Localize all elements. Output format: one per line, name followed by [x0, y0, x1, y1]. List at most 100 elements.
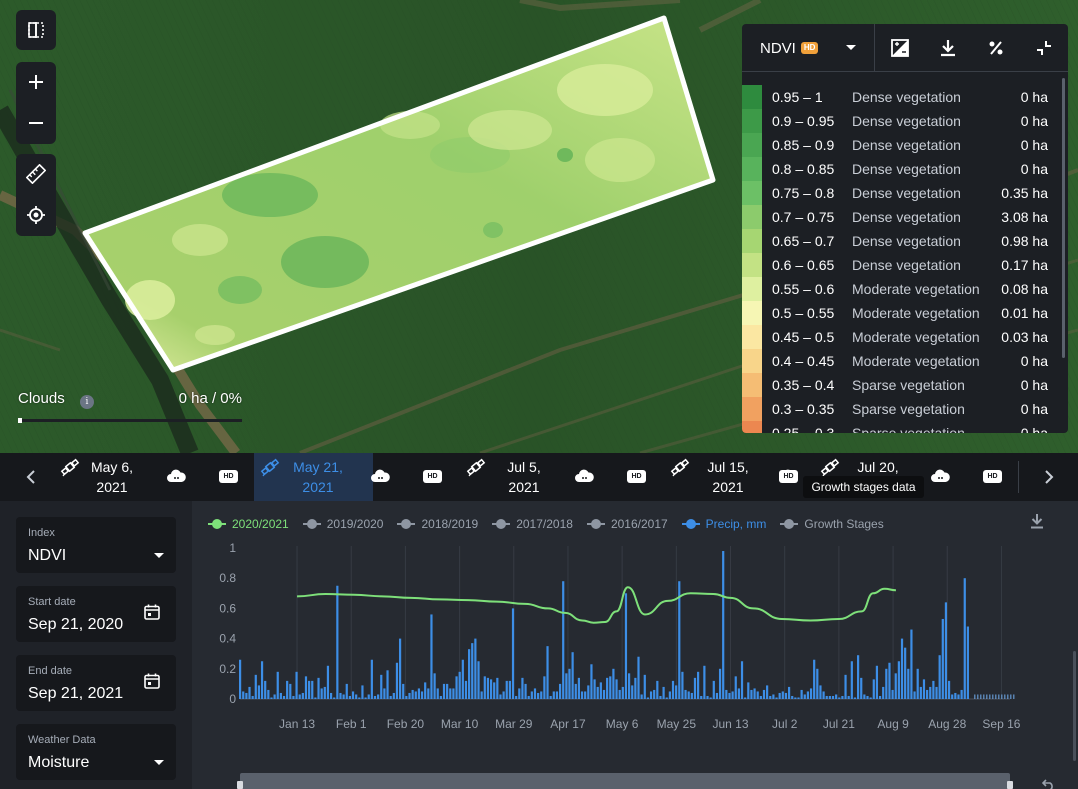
hd-toggle[interactable]: HD	[219, 470, 238, 483]
precip-bar	[725, 689, 728, 699]
calendar-icon[interactable]	[144, 604, 160, 620]
legend-marker-icon	[302, 519, 321, 529]
end-date-field[interactable]: End date Sep 21, 2021	[16, 655, 176, 711]
forecast-bar	[980, 694, 982, 699]
reset-zoom-button[interactable]	[1041, 777, 1056, 789]
legend-range: 0.45 – 0.5	[772, 329, 835, 345]
date-item[interactable]: May 21, 2021	[254, 453, 373, 501]
download-chart-button[interactable]	[1030, 513, 1044, 534]
precip-bar	[270, 697, 273, 699]
download-icon	[941, 40, 955, 57]
range-handle-end[interactable]	[1007, 781, 1013, 789]
chart-scrollbar[interactable]	[1073, 651, 1076, 761]
hd-toggle[interactable]: HD	[627, 470, 646, 483]
legend-scrollbar[interactable]	[1062, 78, 1065, 358]
precip-bar	[621, 686, 624, 699]
precip-bar	[424, 682, 427, 699]
cloud-icon[interactable]	[166, 469, 186, 488]
legend-area: 0 ha	[1020, 89, 1048, 105]
hd-badge: HD	[800, 42, 819, 54]
percent-button[interactable]	[972, 24, 1020, 72]
collapse-button[interactable]	[1020, 24, 1068, 72]
info-icon[interactable]: i	[80, 395, 94, 409]
chart-legend-item[interactable]: 2020/2021	[208, 517, 289, 531]
chart-legend-item[interactable]: 2018/2019	[397, 517, 478, 531]
precip-bar	[926, 689, 929, 699]
hd-toggle[interactable]: HD	[983, 470, 1002, 483]
date-item[interactable]: Jul 20,	[818, 453, 934, 501]
zoom-out-button[interactable]	[16, 102, 56, 144]
start-date-field[interactable]: Start date Sep 21, 2020	[16, 586, 176, 642]
precip-bar	[891, 689, 894, 699]
date-label-day: May 6,	[90, 459, 133, 475]
cloud-icon[interactable]	[370, 469, 390, 488]
compare-button[interactable]	[16, 10, 56, 50]
cloud-icon[interactable]	[574, 469, 594, 488]
map-view[interactable]: Clouds i 0 ha / 0% NDVI HD	[0, 0, 1078, 453]
legend-color-swatch	[742, 229, 762, 253]
next-dates-button[interactable]	[1024, 453, 1074, 501]
forecast-bar	[986, 694, 988, 699]
measure-button[interactable]	[16, 154, 56, 194]
legend-color-swatch	[742, 421, 762, 433]
precip-bar	[844, 674, 847, 699]
chart-legend-item[interactable]: 2016/2017	[586, 517, 668, 531]
chart-legend-label: 2016/2017	[610, 517, 668, 531]
date-item[interactable]: May 6, 2021	[58, 453, 170, 501]
download-button[interactable]	[924, 24, 972, 72]
legend-area: 0 ha	[1020, 425, 1048, 433]
chart-legend-label: 2017/2018	[516, 517, 573, 531]
precip-bar	[668, 691, 671, 699]
chart-legend-item[interactable]: 2019/2020	[302, 517, 383, 531]
precip-bar	[709, 697, 712, 699]
precip-bar	[596, 686, 599, 699]
precip-bar	[254, 674, 257, 699]
index-select[interactable]: Index NDVI	[16, 517, 176, 573]
legend-area: 0 ha	[1020, 377, 1048, 393]
legend-color-swatch	[742, 253, 762, 277]
precip-bar	[872, 679, 875, 699]
legend-area: 0.08 ha	[1001, 281, 1048, 297]
precip-bar	[631, 685, 634, 699]
precip-bar	[273, 694, 276, 699]
cloud-icon[interactable]	[930, 469, 950, 488]
clouds-slider[interactable]	[18, 419, 242, 422]
precip-bar	[706, 695, 709, 699]
prev-dates-button[interactable]	[6, 453, 56, 501]
contrast-button[interactable]	[876, 24, 924, 72]
x-tick-label: Jun 13	[713, 717, 749, 731]
legend-class: Moderate vegetation	[852, 329, 980, 345]
chart-legend-item[interactable]: 2017/2018	[492, 517, 573, 531]
precip-bar	[264, 680, 267, 699]
precip-bar	[882, 686, 885, 699]
time-range-slider[interactable]	[237, 773, 1013, 789]
chart-legend-item[interactable]: Growth Stages	[780, 517, 884, 531]
zoom-in-button[interactable]	[16, 62, 56, 102]
range-handle-start[interactable]	[237, 781, 243, 789]
date-item[interactable]: Jul 5, 2021	[462, 453, 572, 501]
y-tick-label: 1	[229, 541, 236, 555]
locate-button[interactable]	[16, 194, 56, 236]
calendar-icon[interactable]	[144, 673, 160, 689]
chart-settings-panel: Index NDVI Start date Sep 21, 2020 End d…	[0, 501, 192, 789]
date-item[interactable]: Jul 15, 2021	[666, 453, 778, 501]
precip-bar	[436, 688, 439, 699]
y-tick-label: 0.8	[219, 571, 236, 585]
precip-bar	[850, 661, 853, 699]
zoom-in-icon	[29, 75, 43, 89]
index-dropdown[interactable]: NDVI HD	[742, 24, 875, 72]
forecast-bar	[1004, 694, 1006, 699]
precip-bar	[402, 683, 405, 699]
precip-bar	[772, 694, 775, 699]
chart-legend-item[interactable]: Precip, mm	[681, 517, 766, 531]
legend-row: 0.25 – 0.3 Sparse vegetation 0 ha	[742, 421, 1068, 433]
hd-toggle[interactable]: HD	[423, 470, 442, 483]
hd-toggle[interactable]: HD	[779, 470, 798, 483]
precip-bar	[267, 689, 270, 699]
weather-data-select[interactable]: Weather Data Moisture	[16, 724, 176, 780]
precip-bar	[474, 638, 477, 699]
precip-bar	[314, 697, 317, 699]
ndvi-precip-chart[interactable]: Jan 13 Feb 1 Feb 20 Mar 10 Mar 29 Apr 17 May 6…	[192, 501, 1078, 789]
clouds-slider-thumb[interactable]	[18, 418, 22, 423]
precip-bar	[634, 677, 637, 699]
